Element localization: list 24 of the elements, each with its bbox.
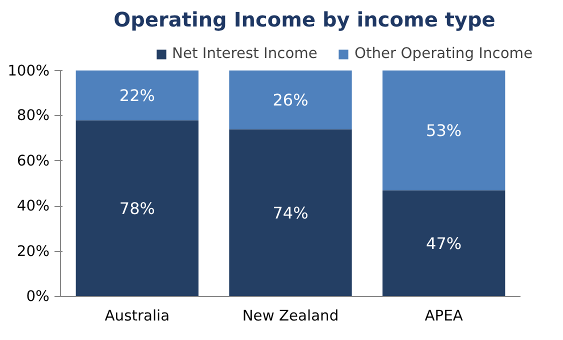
legend-label: Other Operating Income (354, 45, 533, 62)
y-tick-label: 80% (16, 107, 50, 124)
x-tick-label: Australia (104, 308, 170, 324)
data-label: 22% (119, 86, 155, 105)
y-tick-label: 100% (8, 62, 50, 80)
bar (76, 70, 198, 120)
x-tick-label: APEA (424, 308, 463, 324)
bar (229, 129, 352, 296)
x-tick-label: New Zealand (242, 308, 339, 324)
legend-label: Net Interest Income (172, 45, 318, 62)
bar (76, 120, 198, 296)
data-label: 53% (426, 120, 462, 140)
chart-title: Operating Income by income type (114, 8, 496, 32)
data-label: 74% (272, 203, 308, 222)
data-label: 78% (119, 198, 155, 218)
bar (382, 190, 506, 296)
data-label: 47% (426, 234, 462, 253)
bar (229, 70, 352, 130)
y-tick-label: 20% (16, 242, 50, 260)
y-tick-label: 40% (16, 198, 50, 215)
y-tick-label: 60% (16, 152, 50, 170)
bar (382, 70, 506, 190)
data-label: 26% (272, 90, 308, 110)
y-tick-label: 0% (26, 288, 50, 305)
